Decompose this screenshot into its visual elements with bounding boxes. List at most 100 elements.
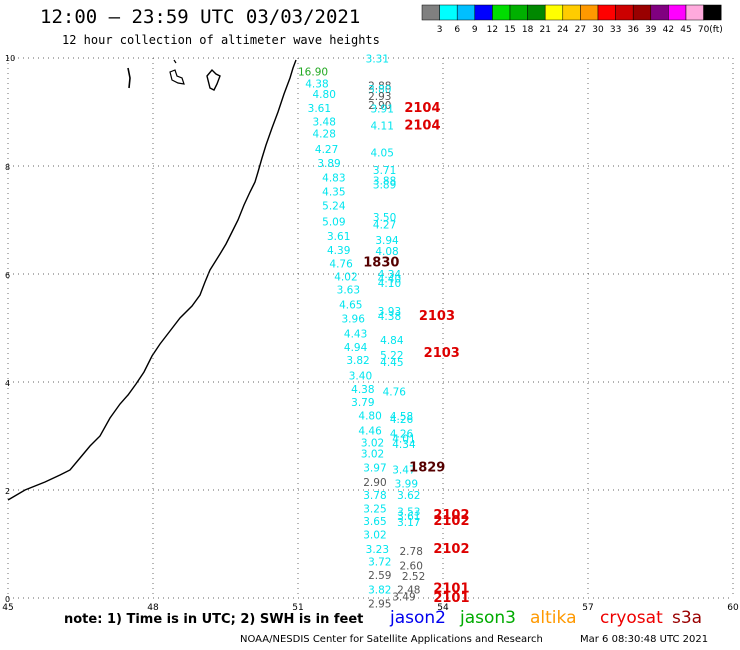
wave-height-value: 4.46	[358, 425, 382, 437]
wave-height-value: 2.90	[368, 100, 391, 112]
y-tick-label: 6	[5, 271, 10, 280]
wave-height-value: 3.02	[363, 530, 386, 542]
x-tick-label: 60	[727, 603, 739, 610]
satellite-label-jason2: jason2	[390, 608, 446, 628]
wave-height-value: 3.99	[395, 478, 418, 490]
legend-label: 45	[680, 25, 691, 35]
wave-height-value: 3.47	[392, 464, 415, 476]
wave-height-value: 4.08	[375, 246, 398, 258]
legend-unit: (ft)	[709, 25, 723, 35]
legend-label: 36	[627, 25, 639, 35]
legend-label: 9	[472, 25, 478, 35]
wave-height-value: 4.26	[390, 429, 414, 441]
wave-height-value: 4.39	[327, 245, 350, 257]
wave-height-value: 4.43	[344, 329, 367, 341]
wave-height-value: 3.94	[375, 235, 399, 247]
wave-height-value: 4.10	[378, 278, 401, 290]
wave-height-value: 3.62	[397, 490, 420, 502]
wave-height-value: 3.91	[371, 104, 394, 116]
x-tick-label: 51	[292, 603, 303, 610]
wave-height-value: 3.49	[392, 592, 415, 604]
wave-height-value: 3.50	[373, 212, 396, 224]
wave-height-value: 3.63	[337, 284, 360, 296]
pass-time-label: 2101	[433, 582, 469, 597]
x-tick-label: 45	[2, 603, 13, 610]
wave-height-value: 5.09	[322, 216, 345, 228]
page-subtitle: 12 hour collection of altimeter wave hei…	[62, 33, 380, 47]
legend-label: 70	[698, 25, 710, 35]
legend-label: 18	[522, 25, 534, 35]
wave-height-value: 3.78	[363, 490, 386, 502]
y-tick-label: 2	[5, 487, 10, 496]
wave-height-value: 16.90	[298, 66, 328, 78]
wave-height-value: 2.93	[368, 91, 391, 103]
footer-note: note: 1) Time is in UTC; 2) SWH is in fe…	[64, 612, 364, 627]
legend-label: 33	[610, 25, 621, 35]
wave-height-value: 4.84	[380, 335, 404, 347]
satellite-label-altika: altika	[530, 608, 577, 628]
wave-height-value: 4.94	[344, 342, 368, 354]
wave-height-value: 5.24	[322, 201, 346, 213]
wave-height-value: 2.90	[363, 477, 386, 489]
wave-height-value: 3.53	[397, 506, 420, 518]
wave-height-value: 2.59	[368, 570, 391, 582]
legend-label: 21	[539, 25, 550, 35]
wave-height-value: 3.48	[313, 117, 336, 129]
pass-time-label: 1829	[409, 461, 445, 476]
y-tick-label: 0	[5, 595, 10, 604]
pass-time-label: 2102	[433, 542, 469, 557]
wave-height-value: 4.02	[334, 271, 357, 283]
wave-height-value: 2.95	[368, 599, 391, 610]
island-2	[169, 69, 185, 85]
wave-height-value: 3.61	[327, 231, 350, 243]
wave-height-value: 4.34	[392, 439, 416, 451]
wave-height-value: 4.76	[329, 259, 353, 271]
wave-height-value: 3.93	[378, 306, 401, 318]
wave-height-value: 4.38	[305, 79, 328, 91]
wave-height-value: 3.89	[373, 180, 396, 192]
wave-height-value: 3.72	[368, 557, 391, 569]
wave-height-value: 4.83	[322, 173, 345, 185]
wave-height-value: 3.40	[349, 370, 372, 382]
wave-height-value: 3.79	[351, 397, 374, 409]
credit-text: NOAA/NESDIS Center for Satellite Applica…	[240, 634, 543, 645]
wave-height-value: 4.80	[358, 410, 381, 422]
pass-time-label: 2101	[433, 591, 469, 606]
legend-label: 27	[575, 25, 586, 35]
legend-swatch	[703, 4, 722, 21]
y-tick-label: 4	[5, 379, 10, 388]
wave-height-value: 2.52	[402, 571, 425, 583]
legend-label: 12	[487, 25, 498, 35]
wave-height-value: 3.82	[368, 585, 391, 597]
wave-height-value: 4.05	[371, 147, 394, 159]
wave-height-value: 3.31	[366, 53, 389, 65]
wave-height-value: 4.26	[390, 414, 414, 426]
y-tick-label: 8	[5, 163, 10, 172]
island-4	[173, 59, 177, 64]
wave-height-value: 3.97	[363, 463, 386, 475]
wave-height-value: 4.28	[313, 128, 336, 140]
legend-label: 42	[663, 25, 674, 35]
wave-height-value: 3.23	[366, 544, 389, 556]
pass-time-label: 2104	[404, 101, 440, 116]
wave-height-value: 5.22	[380, 350, 403, 362]
island-1	[127, 67, 131, 89]
satellite-label-cryosat: cryosat	[600, 608, 663, 628]
wave-height-value: 4.45	[380, 357, 403, 369]
wave-height-value: 3.17	[397, 517, 420, 529]
x-tick-label: 54	[437, 603, 449, 610]
wave-height-value: 4.34	[378, 269, 402, 281]
wave-height-value: 4.27	[373, 220, 396, 232]
wave-height-value: 4.40	[378, 274, 401, 286]
pass-time-label: 2104	[404, 118, 440, 133]
wave-height-value: 3.71	[373, 165, 396, 177]
x-tick-label: 48	[147, 603, 159, 610]
wave-height-value: 3.02	[361, 449, 384, 461]
wave-height-color-legend: 3 6 9 12 15 18 21 24 27 30 33 36 39 42 45 70 (ft)	[421, 4, 723, 35]
wave-height-value: 4.80	[313, 89, 336, 101]
wave-height-value: 4.01	[392, 433, 415, 445]
wave-height-value: 3.96	[342, 314, 366, 326]
pass-time-label: 2102	[433, 508, 469, 523]
wave-height-value: 3.89	[317, 158, 340, 170]
